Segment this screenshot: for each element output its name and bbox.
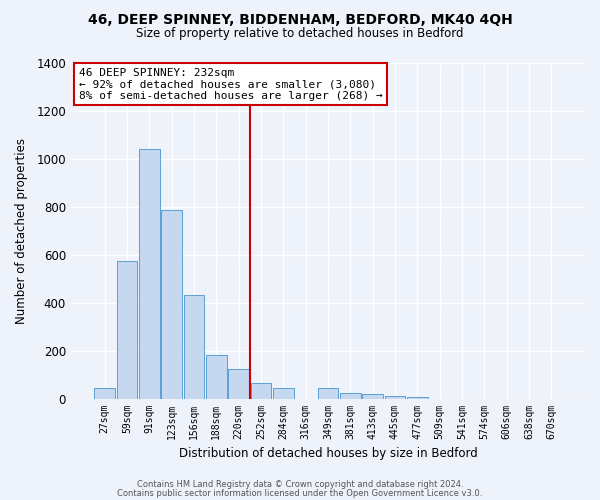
Bar xyxy=(161,210,182,398)
Bar xyxy=(228,368,249,398)
Bar xyxy=(184,296,205,399)
Text: 46, DEEP SPINNEY, BIDDENHAM, BEDFORD, MK40 4QH: 46, DEEP SPINNEY, BIDDENHAM, BEDFORD, MK… xyxy=(88,12,512,26)
X-axis label: Distribution of detached houses by size in Bedford: Distribution of detached houses by size … xyxy=(179,447,478,460)
Bar xyxy=(206,356,227,399)
Bar xyxy=(94,388,115,398)
Bar xyxy=(362,394,383,398)
Bar xyxy=(139,149,160,398)
Text: 46 DEEP SPINNEY: 232sqm
← 92% of detached houses are smaller (3,080)
8% of semi-: 46 DEEP SPINNEY: 232sqm ← 92% of detache… xyxy=(79,68,382,100)
Text: Size of property relative to detached houses in Bedford: Size of property relative to detached ho… xyxy=(136,28,464,40)
Bar xyxy=(317,388,338,398)
Bar xyxy=(273,388,293,398)
Text: Contains public sector information licensed under the Open Government Licence v3: Contains public sector information licen… xyxy=(118,488,482,498)
Bar xyxy=(385,396,406,398)
Text: Contains HM Land Registry data © Crown copyright and database right 2024.: Contains HM Land Registry data © Crown c… xyxy=(137,480,463,489)
Bar xyxy=(251,383,271,398)
Bar xyxy=(116,260,137,398)
Bar xyxy=(340,392,361,398)
Y-axis label: Number of detached properties: Number of detached properties xyxy=(15,138,28,324)
Bar xyxy=(407,396,428,398)
